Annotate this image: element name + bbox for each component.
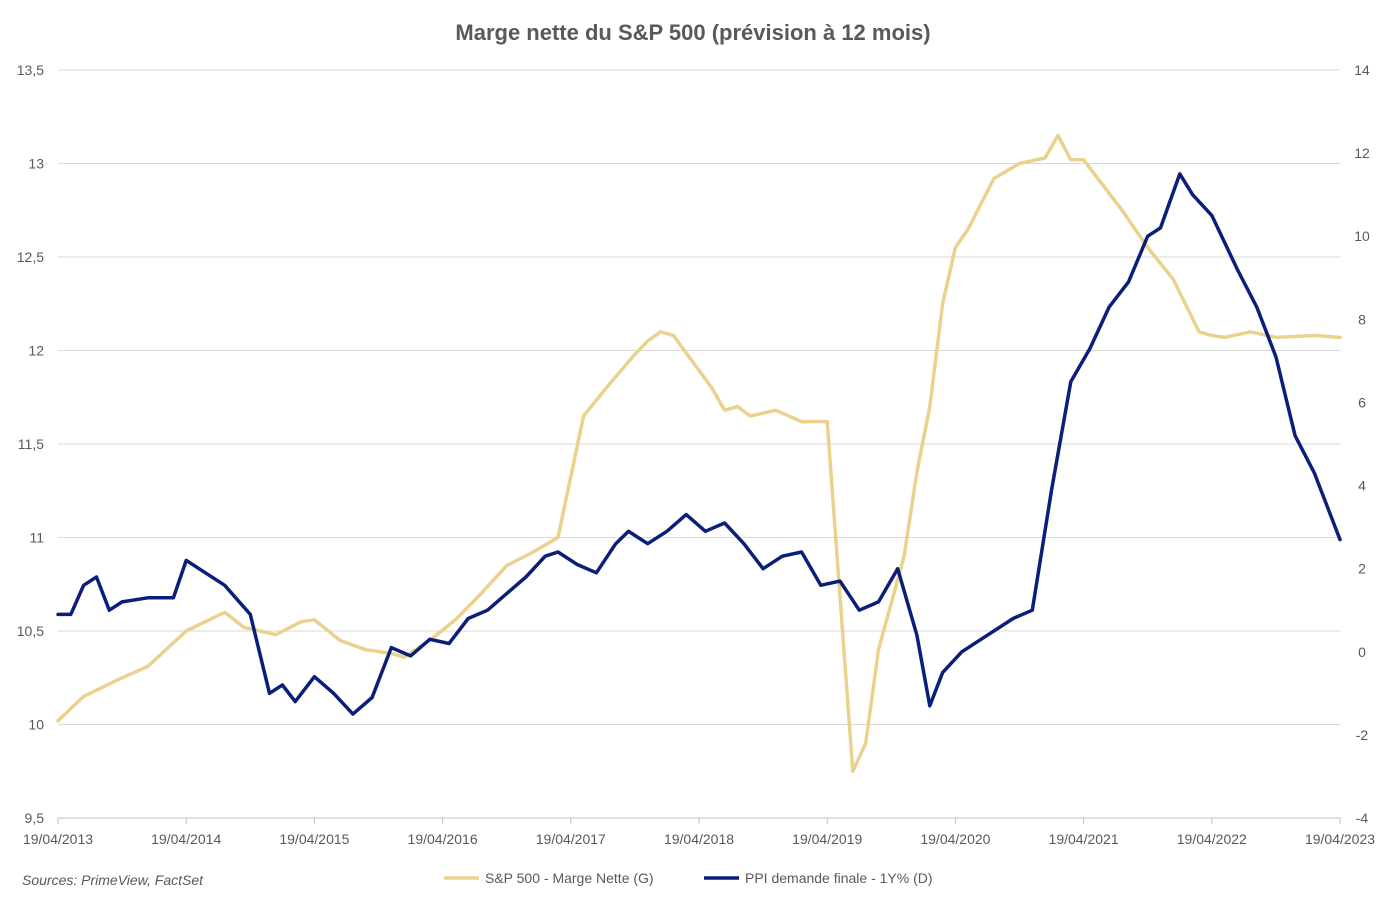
left-tick-label: 13: [28, 156, 44, 172]
left-tick-label: 13,5: [17, 62, 44, 78]
right-tick-label: 0: [1358, 644, 1366, 660]
right-tick-label: 4: [1358, 478, 1366, 494]
x-tick-label: 19/04/2020: [920, 831, 990, 847]
right-tick-label: 14: [1354, 62, 1370, 78]
x-tick-label: 19/04/2021: [1049, 831, 1119, 847]
x-tick-label: 19/04/2019: [792, 831, 862, 847]
right-tick-label: 10: [1354, 228, 1370, 244]
right-tick-label: 6: [1358, 394, 1366, 410]
x-tick-label: 19/04/2014: [151, 831, 221, 847]
series-line-margin: [56, 133, 1342, 774]
right-tick-label: 8: [1358, 311, 1366, 327]
left-tick-label: 12: [28, 343, 44, 359]
source-note: Sources: PrimeView, FactSet: [22, 872, 204, 888]
x-tick-label: 19/04/2023: [1305, 831, 1375, 847]
legend: S&P 500 - Marge Nette (G) PPI demande fi…: [444, 870, 933, 886]
x-tick-label: 19/04/2016: [408, 831, 478, 847]
x-axis-ticks: 19/04/2013 19/04/2014 19/04/2015 19/04/2016…: [23, 818, 1375, 847]
x-tick-label: 19/04/2018: [664, 831, 734, 847]
legend-label-ppi: PPI demande finale - 1Y% (D): [745, 870, 933, 886]
right-tick-label: 12: [1354, 145, 1370, 161]
x-tick-label: 19/04/2013: [23, 831, 93, 847]
x-tick-label: 19/04/2017: [536, 831, 606, 847]
legend-label-margin: S&P 500 - Marge Nette (G): [485, 870, 654, 886]
x-tick-label: 19/04/2015: [279, 831, 349, 847]
right-axis-ticks: -4 -2 0 2 4 6 8 10 12 14: [1354, 62, 1370, 826]
right-tick-label: -2: [1356, 727, 1369, 743]
left-tick-label: 12,5: [17, 249, 44, 265]
grid-lines: [58, 69, 1340, 725]
chart-title: Marge nette du S&P 500 (prévision à 12 m…: [455, 20, 930, 45]
series-line-ppi: [56, 172, 1342, 716]
left-tick-label: 11,5: [18, 436, 44, 452]
x-tick-label: 19/04/2022: [1177, 831, 1247, 847]
left-axis-ticks: 9,5 10 10,5 11 11,5 12 12,5 13 13,5: [17, 62, 44, 826]
right-tick-label: -4: [1356, 810, 1369, 826]
right-tick-label: 2: [1358, 561, 1366, 577]
left-tick-label: 10,5: [17, 623, 44, 639]
left-tick-label: 10: [28, 717, 44, 733]
left-tick-label: 9,5: [25, 810, 45, 826]
left-tick-label: 11: [29, 530, 44, 546]
